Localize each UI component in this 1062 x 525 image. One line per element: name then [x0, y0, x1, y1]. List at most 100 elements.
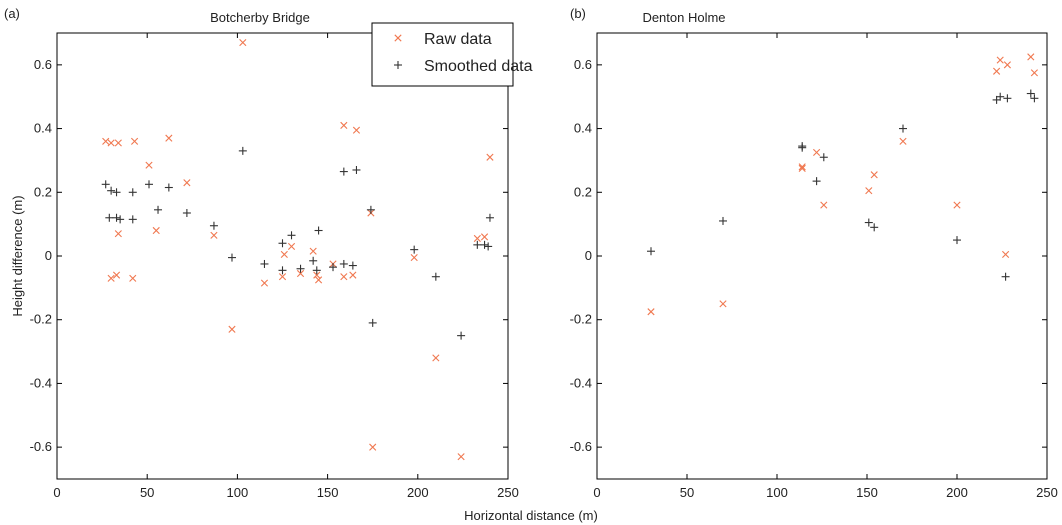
smoothed-data-point: [296, 264, 305, 273]
x-tick-label: 150: [856, 485, 878, 500]
raw-data-point: [1002, 250, 1010, 258]
raw-data-point: [145, 161, 153, 169]
smoothed-data-point: [278, 239, 287, 248]
smoothed-data-point: [870, 223, 879, 232]
raw-data-point: [107, 139, 115, 147]
raw-data-point: [183, 179, 191, 187]
smoothed-data-point: [368, 318, 377, 327]
panel-botcherby-bridge: 0 50 100 150 200 250 -0.6 -0.4 -0.2 0 0.2 0.4 0.6 Bot…: [4, 6, 519, 500]
y-tick-label: 0.4: [34, 121, 52, 136]
raw-data-point: [349, 271, 357, 279]
y-tick-label: 0.6: [34, 57, 52, 72]
raw-data-point: [369, 443, 377, 451]
smoothed-data-point: [1030, 94, 1039, 103]
raw-data-point: [340, 273, 348, 281]
raw-data-point: [314, 276, 323, 284]
y-axis-label: Height difference (m): [10, 195, 25, 316]
smoothed-data-point: [314, 226, 323, 235]
raw-data-point: [473, 234, 481, 243]
raw-data-point: [432, 354, 440, 362]
smoothed-data-point: [182, 208, 191, 217]
raw-data-point: [130, 137, 139, 145]
y-tick-label: -0.4: [30, 375, 52, 390]
x-tick-label: 200: [946, 485, 968, 500]
smoothed-data-point: [366, 205, 375, 214]
legend: Raw data Smoothed data: [371, 22, 533, 87]
panel-title: Denton Holme: [642, 10, 725, 25]
smoothed-data-point: [348, 261, 357, 270]
raw-data-point: [340, 121, 348, 129]
raw-data-point: [239, 38, 247, 47]
smoothed-data-point: [480, 240, 489, 249]
raw-data-point: [953, 201, 961, 209]
y-tick-label: -0.4: [570, 375, 592, 390]
x-tick-label: 150: [317, 485, 339, 500]
legend-box: [371, 22, 514, 87]
raw-data-point: [112, 271, 121, 279]
y-tick-label: -0.2: [30, 312, 52, 327]
smoothed-data-point: [339, 259, 348, 268]
x-tick-label: 0: [593, 485, 600, 500]
smoothed-data-point: [457, 331, 466, 340]
raw-data-point: [899, 137, 907, 145]
smoothed-data-point: [819, 153, 828, 162]
x-tick-label: 50: [140, 485, 154, 500]
smoothed-data-point: [410, 245, 419, 254]
raw-data-point: [210, 231, 218, 239]
smoothed-data-point: [112, 213, 121, 222]
raw-data-point: [228, 325, 236, 333]
smoothed-data-point: [1003, 94, 1012, 103]
smoothed-data-point: [431, 272, 440, 281]
x-tick-label: 250: [1036, 485, 1058, 500]
panel-label: (b): [570, 6, 586, 21]
legend-marker-raw: [394, 34, 402, 42]
raw-data-point: [1003, 61, 1011, 69]
smoothed-data-point: [798, 143, 807, 152]
raw-data-point: [278, 273, 287, 281]
x-tick-label: 100: [766, 485, 788, 500]
raw-data-point: [352, 126, 361, 134]
smoothed-data-point: [227, 253, 236, 262]
raw-data-point: [165, 134, 173, 142]
legend-label-raw: Raw data: [424, 31, 492, 48]
y-tick-label: 0.2: [34, 184, 52, 199]
smoothed-data-point: [485, 213, 494, 222]
y-tick-label: 0.2: [574, 184, 592, 199]
y-tick-label: 0: [585, 248, 592, 263]
smoothed-data-point: [101, 180, 110, 189]
y-tick-label: 0.4: [574, 121, 592, 136]
raw-data-point: [260, 279, 269, 287]
y-tick-label: -0.6: [30, 439, 52, 454]
y-tick-label: -0.6: [570, 439, 592, 454]
x-tick-label: 0: [53, 485, 60, 500]
smoothed-data-point: [1001, 272, 1010, 281]
raw-data-point: [870, 171, 878, 179]
smoothed-data-point: [116, 215, 125, 224]
smoothed-data-point: [329, 263, 338, 272]
raw-data-point: [865, 187, 873, 195]
raw-data-point: [820, 201, 828, 209]
raw-data-point: [813, 148, 821, 157]
smoothed-data-point: [107, 186, 116, 195]
raw-data-point: [114, 139, 122, 147]
smoothed-data-point: [278, 266, 287, 275]
smoothed-data-point: [484, 242, 493, 251]
smoothed-data-point: [238, 146, 247, 155]
y-tick-label: 0.6: [574, 57, 592, 72]
smoothed-data-point: [287, 231, 296, 240]
raw-data-point: [114, 230, 122, 238]
smoothed-data-point: [312, 266, 321, 275]
smoothed-data-point: [812, 177, 821, 186]
smoothed-data-point: [128, 188, 137, 197]
y-tick-label: 0: [45, 248, 52, 263]
smoothed-data-point: [164, 183, 173, 192]
raw-data-point: [107, 274, 115, 282]
smoothed-data-point: [128, 215, 137, 224]
smoothed-data-point: [105, 213, 114, 222]
smoothed-data-point: [154, 205, 163, 214]
raw-data-point: [486, 153, 494, 161]
smoothed-data-point: [309, 256, 318, 265]
smoothed-data-point: [260, 259, 269, 268]
x-tick-label: 100: [227, 485, 249, 500]
